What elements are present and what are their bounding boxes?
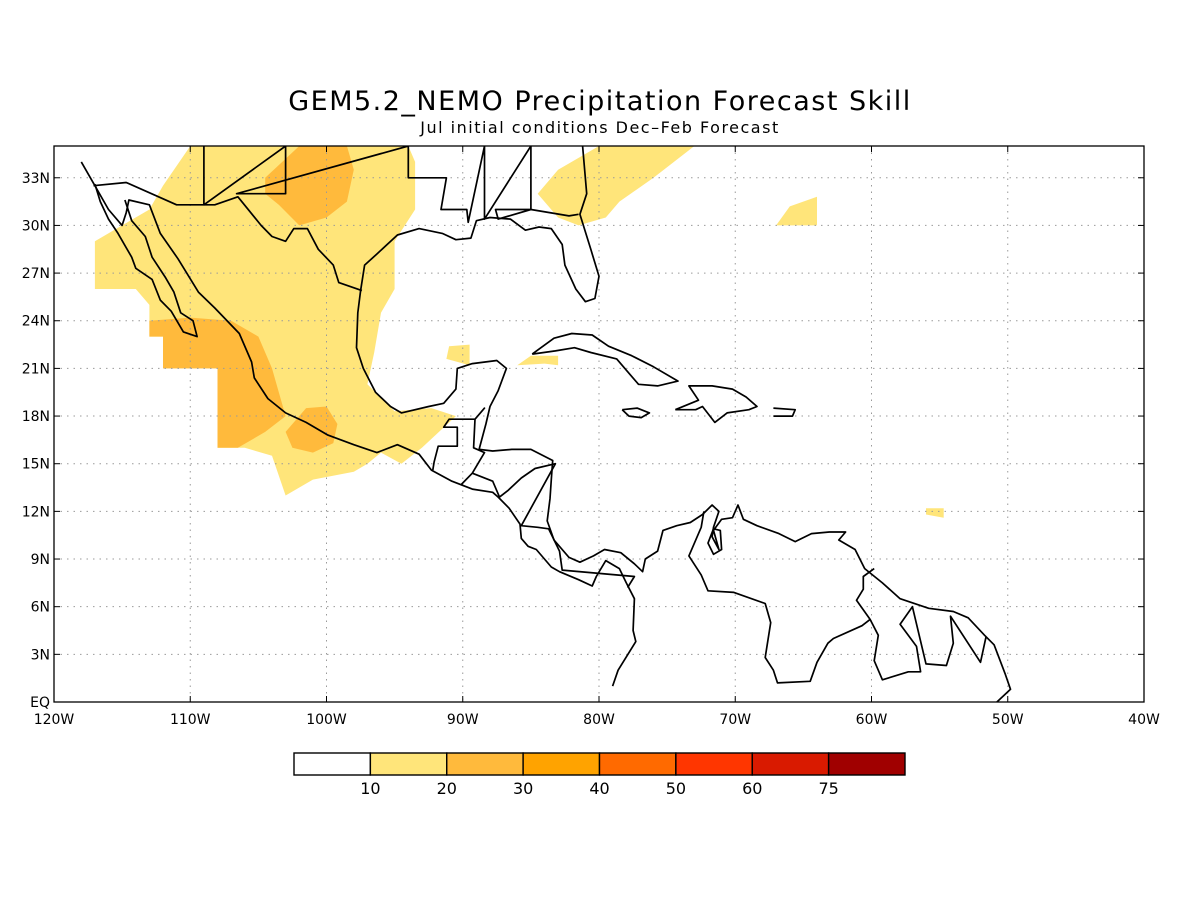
lon-tick-label: 100W: [306, 712, 347, 728]
lat-tick-label: 27N: [22, 266, 50, 282]
lon-tick-label: 120W: [34, 712, 75, 728]
skill-region-atlantic-skill-10-20: [776, 196, 817, 226]
outline-cuba: [531, 332, 679, 387]
lon-tick-label: 40W: [1128, 712, 1160, 728]
colorbar-label: 75: [818, 779, 838, 798]
skill-region-us-southeast-skill-10-20: [537, 146, 695, 226]
colorbar-swatch: [827, 752, 906, 776]
outline-puerto-rico: [773, 407, 797, 417]
lat-tick-label: 33N: [22, 171, 50, 187]
colorbar-label: 40: [589, 779, 609, 798]
coastlines-and-borders: [80, 146, 1012, 702]
lon-tick-label: 90W: [447, 712, 479, 728]
lon-tick-label: 50W: [992, 712, 1024, 728]
colorbar-label: 10: [360, 779, 380, 798]
map-title: GEM5.2_NEMO Precipitation Forecast Skill: [288, 86, 912, 117]
colorbar-label: 20: [437, 779, 457, 798]
lat-tick-label: 18N: [22, 409, 50, 425]
lat-tick-label: 24N: [22, 314, 50, 330]
colorbar-swatch: [369, 752, 448, 776]
outline-border-us-mexico: [93, 181, 363, 292]
lat-tick-label: 3N: [31, 647, 50, 663]
lat-tick-label: 6N: [31, 600, 50, 616]
lon-tick-label: 110W: [170, 712, 211, 728]
skill-region-chihuahua-skill-20-30: [265, 146, 354, 226]
colorbar-swatch: [751, 752, 830, 776]
outline-border-guatemala-mexico-belize: [431, 407, 486, 471]
colorbar-swatch: [675, 752, 753, 776]
outline-hispaniola: [674, 385, 758, 424]
colorbar-label: 60: [742, 779, 762, 798]
lat-tick-label: 30N: [22, 218, 50, 234]
colorbar-label: 50: [666, 779, 686, 798]
lat-tick-label: 15N: [22, 457, 50, 473]
outline-lake-maracaibo: [707, 527, 723, 556]
colorbar: 10 20 30 40 50 60 75: [293, 752, 906, 798]
lat-tick-label: 21N: [22, 361, 50, 377]
lat-tick-label: 9N: [31, 552, 50, 568]
skill-region-gulf-central-skill-10-20: [446, 344, 470, 366]
outline-border-guianas: [869, 605, 987, 681]
colorbar-swatch: [598, 752, 677, 776]
lat-tick-label: 12N: [22, 504, 50, 520]
skill-region-atlantic-east-skill-10-20: [926, 508, 944, 518]
outline-border-central-america: [460, 451, 636, 589]
lon-tick-label: 80W: [583, 712, 615, 728]
lat-tick-label: EQ: [30, 695, 50, 711]
outline-baja-california: [94, 183, 198, 338]
colorbar-label: 30: [513, 779, 533, 798]
colorbar-swatch: [446, 752, 524, 776]
skill-region-sw-mexico-skill-20-30: [149, 317, 286, 448]
outline-gulf-coast-us-mexico-yucatan: [355, 146, 1012, 702]
map-subtitle: Jul initial conditions Dec–Feb Forecast: [420, 118, 780, 137]
outline-pacific-coast-mexico-central-america: [80, 161, 637, 687]
outline-border-colombia-venezuela-brazil: [688, 511, 875, 684]
skill-region-gulf-yucatan-skill-10-20: [517, 355, 559, 366]
lon-tick-label: 60W: [856, 712, 888, 728]
colorbar-swatch: [293, 752, 372, 776]
colorbar-swatch: [522, 752, 601, 776]
lon-tick-label: 70W: [719, 712, 751, 728]
outline-us-states: [203, 146, 579, 224]
outline-jamaica: [621, 407, 651, 419]
